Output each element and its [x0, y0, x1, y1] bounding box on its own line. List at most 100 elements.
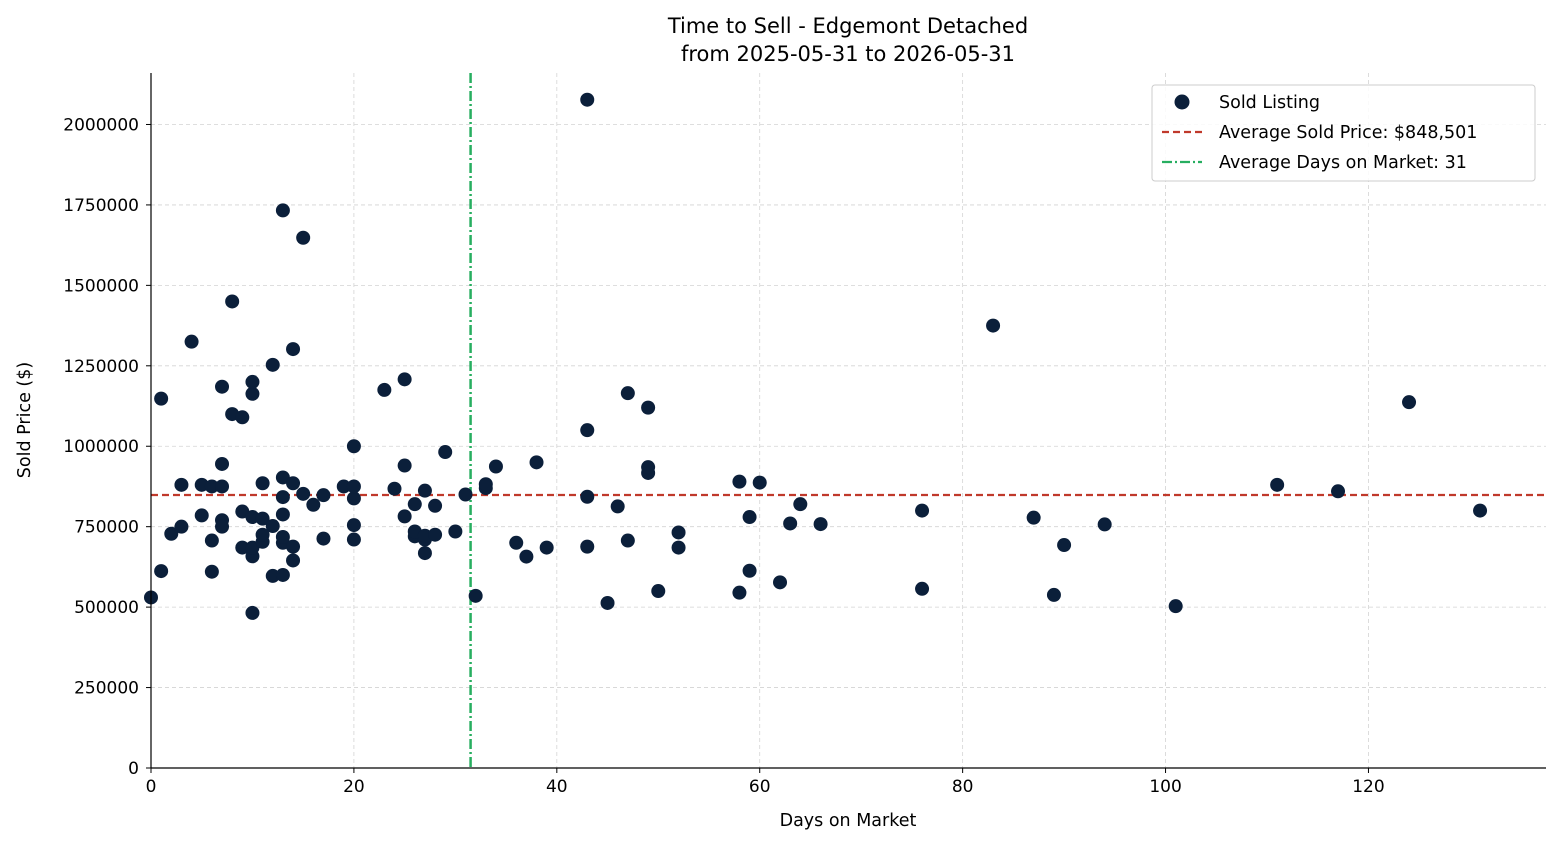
sold-listing-point: [742, 563, 757, 578]
sold-listing-point: [275, 529, 290, 544]
sold-listing-point: [915, 503, 930, 518]
x-ticks: 0 20 40 60 80 100 120: [146, 768, 1385, 797]
x-tick: 20: [343, 768, 365, 797]
sold-listing-point: [539, 540, 554, 555]
sold-listing-point: [286, 539, 301, 554]
x-tick-label: 20: [343, 777, 365, 797]
x-tick-label: 40: [546, 777, 568, 797]
y-tick: 250000: [74, 679, 151, 699]
sold-listing-point: [215, 479, 230, 494]
sold-listing-point: [215, 379, 230, 394]
data-points: [144, 92, 1488, 620]
sold-listing-point: [397, 509, 412, 524]
y-tick: 0: [128, 759, 151, 779]
legend-label-avg-days: Average Days on Market: 31: [1219, 153, 1467, 173]
sold-listing-point: [1168, 599, 1183, 614]
y-axis-label: Sold Price ($): [15, 362, 35, 478]
x-tick: 40: [546, 768, 568, 797]
grid-lines: [151, 73, 1546, 768]
y-tick: 750000: [74, 518, 151, 538]
sold-listing-point: [275, 470, 290, 485]
sold-listing-point: [915, 581, 930, 596]
sold-listing-point: [428, 498, 443, 513]
sold-listing-point: [641, 400, 656, 415]
sold-listing-point: [793, 497, 808, 512]
y-tick-label: 500000: [74, 598, 139, 618]
sold-listing-point: [732, 585, 747, 600]
x-tick: 60: [749, 768, 771, 797]
sold-listing-point: [204, 533, 219, 548]
x-tick: 80: [952, 768, 973, 797]
sold-listing-point: [580, 423, 595, 438]
sold-listing-point: [346, 479, 361, 494]
sold-listing-point: [1331, 484, 1346, 499]
sold-listing-point: [580, 489, 595, 504]
sold-listing-point: [296, 230, 311, 245]
sold-listing-point: [275, 507, 290, 522]
legend-label-avg-price: Average Sold Price: $848,501: [1219, 123, 1477, 143]
sold-listing-point: [204, 564, 219, 579]
sold-listing-point: [641, 460, 656, 475]
sold-listing-point: [1046, 587, 1061, 602]
y-tick: 500000: [74, 598, 151, 618]
y-tick: 1000000: [63, 437, 151, 457]
sold-listing-point: [417, 483, 432, 498]
y-ticks: 0 250000 500000 750000 1000000 1250000 1500000…: [63, 115, 151, 779]
sold-listing-point: [1473, 503, 1488, 518]
sold-listing-point: [428, 527, 443, 542]
sold-listing-point: [417, 546, 432, 561]
sold-listing-point: [265, 519, 280, 534]
legend-marker-sold-listing: [1174, 94, 1190, 110]
y-tick: 1250000: [63, 357, 151, 377]
sold-listing-point: [245, 386, 260, 401]
sold-listing-point: [377, 382, 392, 397]
sold-listing-point: [387, 481, 402, 496]
sold-listing-point: [529, 455, 544, 470]
sold-listing-point: [986, 318, 1001, 333]
x-tick-label: 100: [1149, 777, 1181, 797]
sold-listing-point: [255, 511, 270, 526]
sold-listing-point: [265, 568, 280, 583]
sold-listing-point: [286, 553, 301, 568]
sold-listing-point: [306, 497, 321, 512]
sold-listing-point: [245, 605, 260, 620]
x-tick-label: 0: [146, 777, 157, 797]
sold-listing-point: [610, 499, 625, 514]
legend-label-sold-listing: Sold Listing: [1219, 93, 1320, 113]
sold-listing-point: [346, 518, 361, 533]
y-tick-label: 1250000: [63, 357, 139, 377]
sold-listing-point: [773, 575, 788, 590]
x-tick: 120: [1352, 768, 1385, 797]
sold-listing-point: [275, 490, 290, 505]
x-tick: 100: [1149, 768, 1182, 797]
sold-listing-point: [286, 476, 301, 491]
sold-listing-point: [174, 477, 189, 492]
y-tick-label: 1750000: [63, 196, 139, 216]
sold-listing-point: [215, 456, 230, 471]
sold-listing-point: [1270, 477, 1285, 492]
sold-listing-point: [286, 342, 301, 357]
sold-listing-point: [438, 445, 453, 460]
sold-listing-point: [184, 334, 199, 349]
sold-listing-point: [275, 567, 290, 582]
sold-listing-point: [255, 527, 270, 542]
chart-title: Time to Sell - Edgemont Detached: [667, 14, 1028, 38]
sold-listing-point: [235, 410, 250, 425]
sold-listing-point: [1026, 510, 1041, 525]
sold-listing-point: [488, 459, 503, 474]
y-tick: 1750000: [63, 196, 151, 216]
sold-listing-point: [671, 540, 686, 555]
x-tick: 0: [146, 768, 157, 797]
sold-listing-point: [296, 486, 311, 501]
sold-listing-point: [316, 488, 331, 503]
y-tick: 1500000: [63, 276, 151, 296]
sold-listing-point: [316, 531, 331, 546]
sold-listing-point: [245, 540, 260, 555]
sold-listing-point: [468, 588, 483, 603]
sold-listing-point: [235, 540, 250, 555]
sold-listing-point: [346, 491, 361, 506]
sold-listing-point: [620, 386, 635, 401]
sold-listing-point: [448, 524, 463, 539]
sold-listing-point: [478, 477, 493, 492]
